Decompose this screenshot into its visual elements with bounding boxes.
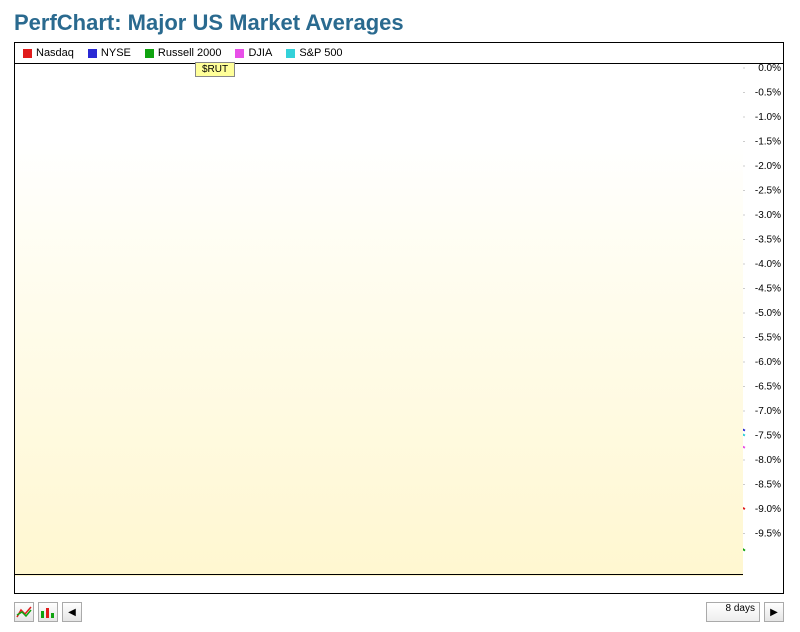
chart-line-mode-button[interactable] xyxy=(14,602,34,622)
y-axis-label: -5.5% xyxy=(755,333,781,344)
y-axis-label: -4.5% xyxy=(755,284,781,295)
y-axis-label: -9.0% xyxy=(755,504,781,515)
y-axis-label: -3.0% xyxy=(755,210,781,221)
legend-item[interactable]: S&P 500 xyxy=(286,47,342,59)
y-axis-label: -9.5% xyxy=(755,529,781,540)
legend-item[interactable]: DJIA xyxy=(235,47,272,59)
y-axis-label: -1.5% xyxy=(755,137,781,148)
legend-swatch xyxy=(23,49,32,58)
legend-item[interactable]: Nasdaq xyxy=(23,47,74,59)
y-axis-label: -0.5% xyxy=(755,88,781,99)
chart-bar-mode-button[interactable] xyxy=(38,602,58,622)
page-title: PerfChart: Major US Market Averages xyxy=(14,10,786,36)
y-axis-label: -7.5% xyxy=(755,431,781,442)
y-axis-label: -7.0% xyxy=(755,406,781,417)
series-tooltip: $RUT xyxy=(195,62,235,77)
legend-item[interactable]: NYSE xyxy=(88,47,131,59)
legend-swatch xyxy=(88,49,97,58)
next-button[interactable]: ▶ xyxy=(764,602,784,622)
chart-frame: Nasdaq NYSE Russell 2000 DJIA S&P 500 $RUT 0… xyxy=(14,42,784,594)
legend-swatch xyxy=(235,49,244,58)
legend: Nasdaq NYSE Russell 2000 DJIA S&P 500 xyxy=(15,43,783,63)
y-axis-label: -2.0% xyxy=(755,161,781,172)
footer-toolbar: ◀ 8 days ▶ xyxy=(14,602,784,622)
days-input[interactable]: 8 days xyxy=(706,602,760,622)
y-axis-label: -8.0% xyxy=(755,455,781,466)
plot-area: 0.0% -0.5% -1.0% -1.5% -2.0% -2.5% -3.0% -3.5% -… xyxy=(15,64,783,576)
prev-button[interactable]: ◀ xyxy=(62,602,82,622)
legend-label: NYSE xyxy=(101,47,131,59)
y-axis-label: -5.0% xyxy=(755,308,781,319)
y-axis-label: -8.5% xyxy=(755,480,781,491)
y-axis-label: -6.0% xyxy=(755,357,781,368)
y-axis-label: -2.5% xyxy=(755,186,781,197)
legend-label: S&P 500 xyxy=(299,47,342,59)
legend-item[interactable]: Russell 2000 xyxy=(145,47,222,59)
y-axis-label: -3.5% xyxy=(755,235,781,246)
y-axis-label: 0.0% xyxy=(758,64,781,74)
legend-swatch xyxy=(145,49,154,58)
y-axis-label: -6.5% xyxy=(755,382,781,393)
legend-label: Russell 2000 xyxy=(158,47,222,59)
legend-label: DJIA xyxy=(248,47,272,59)
y-axis-label: -4.0% xyxy=(755,259,781,270)
legend-label: Nasdaq xyxy=(36,47,74,59)
y-axis-label: -1.0% xyxy=(755,112,781,123)
legend-swatch xyxy=(286,49,295,58)
